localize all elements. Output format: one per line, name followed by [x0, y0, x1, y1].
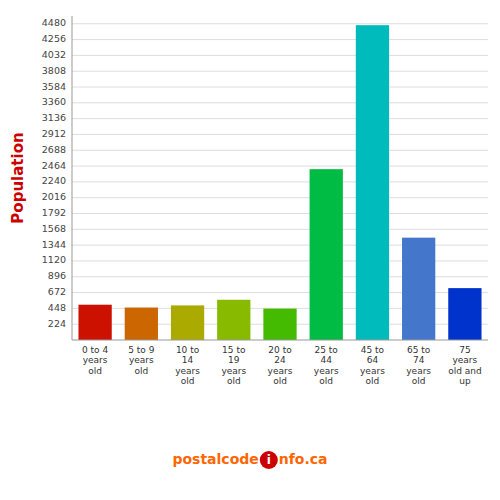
x-tick-label-line: 24 [274, 355, 286, 365]
grid-line [72, 150, 488, 151]
grid-line [72, 229, 488, 230]
logo-circle [260, 451, 278, 469]
y-tick-label: 1792 [42, 207, 66, 218]
x-tick-label-line: years [129, 355, 154, 365]
y-tick-label: 3584 [42, 81, 66, 92]
y-tick-label: 224 [48, 318, 66, 329]
y-tick-label: 3360 [42, 96, 66, 107]
bar [78, 305, 111, 340]
x-tick-label-line: years [83, 355, 108, 365]
x-tick-label: 20 to24yearsold [268, 345, 293, 386]
y-tick-label: 2688 [42, 144, 66, 155]
y-ticks: 224 448 672 896 1120 1344 1568 1792 2016 2240 2464… [42, 17, 66, 328]
x-tick-label: 10 to14yearsold [175, 345, 200, 386]
bar [448, 288, 481, 340]
grid-line [72, 71, 488, 72]
grid-line [72, 87, 488, 88]
x-tick-label-line: old [366, 376, 380, 386]
grid-line [72, 134, 488, 135]
y-tick-label: 672 [48, 286, 66, 297]
y-tick-label: 4480 [42, 17, 66, 28]
x-tick-label-line: 65 to [407, 345, 431, 355]
x-ticks: 0 to 4yearsold5 to 9yearsold10 to14years… [82, 345, 482, 386]
bar [217, 300, 250, 340]
bar [402, 238, 435, 340]
y-tick-label: 4032 [42, 49, 66, 60]
chart: 2244486728961120134415681792201622402464… [0, 0, 500, 500]
logo-letter: i [267, 453, 271, 467]
grid-line [72, 197, 488, 198]
y-tick-label: 2464 [42, 160, 66, 171]
x-tick-label: 5 to 9yearsold [128, 345, 154, 376]
y-tick-label: 448 [48, 302, 66, 313]
bars [78, 25, 481, 340]
x-tick-label-line: 74 [413, 355, 425, 365]
x-tick-label-line: 14 [182, 355, 194, 365]
y-tick-label: 2912 [42, 128, 66, 139]
y-tick-label: 2016 [42, 191, 66, 202]
x-tick-label-line: old and [448, 366, 482, 376]
x-tick-label-line: 5 to 9 [128, 345, 154, 355]
y-tick-label: 896 [48, 270, 66, 281]
grid-line [72, 181, 488, 182]
x-tick-label-line: years [360, 366, 385, 376]
y-tick-label: 1568 [42, 223, 66, 234]
x-axis-line [72, 340, 488, 341]
x-tick-label-line: old [227, 376, 241, 386]
grid-line [72, 102, 488, 103]
x-tick-label-line: up [459, 376, 471, 386]
x-tick-label-line: old [181, 376, 195, 386]
bar [356, 25, 389, 340]
x-tick-label: 0 to 4yearsold [82, 345, 108, 376]
x-tick-label-line: old [88, 366, 102, 376]
y-axis-label: Population [9, 132, 27, 223]
x-tick-label-line: years [175, 366, 200, 376]
x-tick-label: 65 to74yearsold [406, 345, 431, 386]
x-tick-label: 25 to44yearsold [314, 345, 339, 386]
y-tick-label: 1120 [42, 254, 66, 265]
logo-text: nfo.ca [279, 451, 328, 467]
x-tick-label-line: 64 [367, 355, 379, 365]
y-tick-label: 3808 [42, 65, 66, 76]
x-tick-label-line: 75 [459, 345, 470, 355]
grid-line [72, 55, 488, 56]
x-tick-label-line: years [452, 355, 477, 365]
x-tick-label-line: 0 to 4 [82, 345, 108, 355]
bar [310, 169, 343, 340]
x-tick-label: 15 to19yearsold [221, 345, 246, 386]
x-tick-label-line: 20 to [268, 345, 292, 355]
grid-line [72, 166, 488, 167]
x-tick-label-line: old [319, 376, 333, 386]
x-tick-label-line: 15 to [222, 345, 246, 355]
x-tick-label-line: old [412, 376, 426, 386]
y-tick-label: 3136 [42, 112, 66, 123]
logo: postalcode i nfo.ca [172, 451, 327, 469]
grid-line [72, 213, 488, 214]
x-tick-label-line: 10 to [176, 345, 200, 355]
y-tick-label: 2240 [42, 175, 66, 186]
x-tick-label-line: years [221, 366, 246, 376]
x-tick-label-line: 45 to [361, 345, 385, 355]
x-tick-label: 75yearsold andup [448, 345, 482, 386]
x-tick-label-line: old [134, 366, 148, 376]
grid-line [72, 118, 488, 119]
bar [125, 308, 158, 340]
y-axis-line [72, 16, 73, 340]
grid-line [72, 39, 488, 40]
bar [263, 309, 296, 340]
x-tick-label-line: old [273, 376, 287, 386]
logo-text: postalcode [172, 451, 258, 467]
x-tick-label-line: years [268, 366, 293, 376]
x-tick-label-line: 44 [320, 355, 332, 365]
x-tick-label-line: 19 [228, 355, 240, 365]
grid-line [72, 23, 488, 24]
bar [171, 305, 204, 340]
x-tick-label-line: 25 to [315, 345, 339, 355]
x-tick-label: 45 to64yearsold [360, 345, 385, 386]
x-tick-label-line: years [314, 366, 339, 376]
y-tick-label: 1344 [42, 239, 66, 250]
x-tick-label-line: years [406, 366, 431, 376]
y-tick-label: 4256 [42, 33, 66, 44]
